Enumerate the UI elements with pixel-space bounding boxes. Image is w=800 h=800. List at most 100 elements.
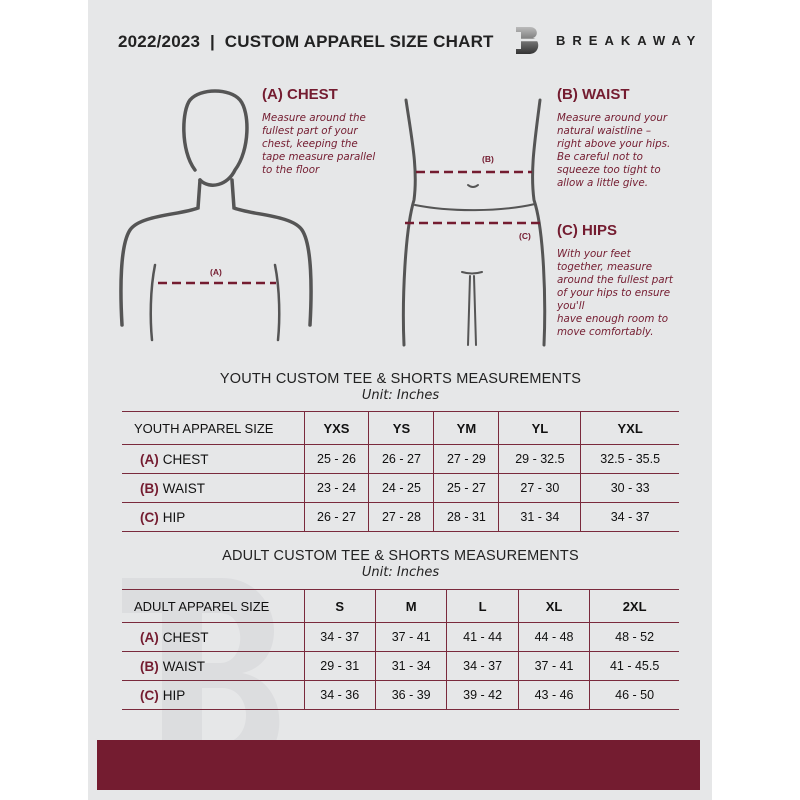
desc-line: Be careful not to bbox=[557, 151, 643, 163]
desc-line: Measure around your bbox=[557, 112, 668, 124]
youth-section-header: YOUTH CUSTOM TEE & SHORTS MEASUREMENTS U… bbox=[122, 371, 679, 403]
table-cell: 28 - 31 bbox=[433, 502, 499, 532]
desc-line: natural waistline – bbox=[557, 125, 652, 137]
waist-description: Measure around your natural waistline – ri… bbox=[557, 112, 670, 190]
measure-name: (C) HIP bbox=[122, 502, 304, 532]
desc-line: squeeze too tight to bbox=[557, 164, 661, 176]
table-cell: 48 - 52 bbox=[589, 622, 679, 652]
hips-heading: (C) HIPS bbox=[557, 222, 617, 239]
desc-line: Measure around the bbox=[262, 112, 366, 124]
table-cell: 23 - 24 bbox=[303, 473, 369, 503]
measure-lines bbox=[158, 170, 545, 285]
measure-name: (B) WAIST bbox=[122, 651, 304, 681]
size-header: YM bbox=[433, 411, 499, 445]
size-header: L bbox=[446, 589, 519, 623]
desc-line: have enough room to bbox=[557, 313, 669, 325]
size-header: XL bbox=[517, 589, 590, 623]
adult-size-table: ADULT APPAREL SIZE S M L XL 2XL (A) CHEST 34 - 3… bbox=[122, 589, 679, 710]
table-cell: 36 - 39 bbox=[374, 680, 447, 710]
table-cell: 30 - 33 bbox=[580, 473, 679, 503]
table-cell: 34 - 36 bbox=[303, 680, 376, 710]
desc-line: together, measure bbox=[557, 261, 653, 273]
size-header: M bbox=[374, 589, 447, 623]
chest-description: Measure around the fullest part of your ch… bbox=[262, 112, 375, 177]
adult-table-title: ADULT CUSTOM TEE & SHORTS MEASUREMENTS bbox=[222, 548, 579, 564]
table-row: (C) HIP 34 - 36 36 - 39 39 - 42 43 - 46 46 - 5… bbox=[122, 680, 679, 710]
table-cell: 27 - 29 bbox=[433, 444, 499, 474]
measure-code: (B) bbox=[140, 480, 159, 496]
table-header-row: ADULT APPAREL SIZE S M L XL 2XL bbox=[122, 589, 679, 623]
page-title: 2022/2023 | CUSTOM APPAREL SIZE CHART bbox=[118, 32, 494, 51]
table-cell: 43 - 46 bbox=[517, 680, 590, 710]
table-row: (C) HIP 26 - 27 27 - 28 28 - 31 31 - 34 34 - 3… bbox=[122, 502, 679, 532]
chest-marker-label: (A) bbox=[210, 267, 222, 277]
youth-table-title: YOUTH CUSTOM TEE & SHORTS MEASUREMENTS bbox=[219, 371, 582, 387]
table-cell: 24 - 25 bbox=[368, 473, 434, 503]
measure-label: WAIST bbox=[162, 480, 205, 496]
table-header-row: YOUTH APPAREL SIZE YXS YS YM YL YXL bbox=[122, 411, 679, 445]
table-cell: 41 - 44 bbox=[446, 622, 519, 652]
measure-code: (A) bbox=[140, 629, 159, 645]
desc-line: With your feet bbox=[557, 248, 631, 260]
table-cell: 26 - 27 bbox=[303, 502, 369, 532]
desc-line: chest, keeping the bbox=[262, 138, 358, 150]
table-cell: 27 - 30 bbox=[498, 473, 581, 503]
desc-line: fullest part of your bbox=[262, 125, 358, 137]
measure-label: HIP bbox=[162, 509, 186, 525]
table-cell: 44 - 48 bbox=[517, 622, 590, 652]
desc-line: around the fullest part bbox=[557, 274, 673, 286]
table-row: (B) WAIST 29 - 31 31 - 34 34 - 37 37 - 41 41 -… bbox=[122, 651, 679, 681]
measure-label: HIP bbox=[162, 687, 186, 703]
waist-marker-label: (B) bbox=[482, 154, 494, 164]
table-cell: 46 - 50 bbox=[589, 680, 679, 710]
upper-body-figure-icon bbox=[119, 89, 313, 342]
measure-name: (C) HIP bbox=[122, 680, 304, 710]
desc-line: to the floor bbox=[262, 164, 320, 176]
size-header: 2XL bbox=[589, 589, 679, 623]
measure-code: (A) bbox=[140, 451, 159, 467]
table-cell: 25 - 27 bbox=[433, 473, 499, 503]
measure-label: WAIST bbox=[162, 658, 205, 674]
size-label: ADULT APPAREL SIZE bbox=[122, 589, 304, 623]
table-cell: 34 - 37 bbox=[446, 651, 519, 681]
measure-code: (C) bbox=[140, 509, 159, 525]
table-cell: 25 - 26 bbox=[303, 444, 369, 474]
table-cell: 37 - 41 bbox=[517, 651, 590, 681]
desc-line: tape measure parallel bbox=[262, 151, 376, 163]
measure-code: (C) bbox=[140, 687, 159, 703]
lower-body-figure-icon bbox=[401, 98, 547, 347]
hips-description: With your feet together, measure around th… bbox=[557, 248, 673, 339]
waist-heading: (B) WAIST bbox=[557, 86, 630, 103]
adult-unit: Unit: Inches bbox=[361, 565, 440, 580]
hip-marker-label: (C) bbox=[519, 231, 531, 241]
breakaway-logo-icon bbox=[512, 27, 539, 54]
table-cell: 37 - 41 bbox=[374, 622, 447, 652]
size-header: YXS bbox=[303, 411, 369, 445]
size-header: YXL bbox=[580, 411, 679, 445]
measure-name: (B) WAIST bbox=[122, 473, 304, 503]
desc-line: of your hips to ensure bbox=[557, 287, 671, 299]
desc-line: move comfortably. bbox=[557, 326, 654, 338]
table-cell: 27 - 28 bbox=[368, 502, 434, 532]
table-cell: 32.5 - 35.5 bbox=[580, 444, 679, 474]
size-header: S bbox=[303, 589, 376, 623]
table-row: (A) CHEST 25 - 26 26 - 27 27 - 29 29 - 32.5 32… bbox=[122, 444, 679, 474]
desc-line: you'll bbox=[557, 300, 585, 312]
adult-section-header: ADULT CUSTOM TEE & SHORTS MEASUREMENTS U… bbox=[122, 548, 679, 580]
table-row: (A) CHEST 34 - 37 37 - 41 41 - 44 44 - 48 48 -… bbox=[122, 622, 679, 652]
table-cell: 41 - 45.5 bbox=[589, 651, 679, 681]
table-cell: 29 - 31 bbox=[303, 651, 376, 681]
table-cell: 34 - 37 bbox=[303, 622, 376, 652]
chest-heading: (A) CHEST bbox=[262, 86, 338, 103]
size-label: YOUTH APPAREL SIZE bbox=[122, 411, 304, 445]
measure-label: CHEST bbox=[162, 629, 209, 645]
table-cell: 39 - 42 bbox=[446, 680, 519, 710]
table-cell: 31 - 34 bbox=[374, 651, 447, 681]
size-header: YS bbox=[368, 411, 434, 445]
body-diagrams bbox=[119, 89, 547, 347]
size-header: YL bbox=[498, 411, 581, 445]
table-row: (B) WAIST 23 - 24 24 - 25 25 - 27 27 - 30 30 -… bbox=[122, 473, 679, 503]
youth-size-table: YOUTH APPAREL SIZE YXS YS YM YL YXL (A) CHEST 25… bbox=[122, 411, 679, 532]
desc-line: allow a little give. bbox=[557, 177, 648, 189]
table-cell: 29 - 32.5 bbox=[498, 444, 581, 474]
